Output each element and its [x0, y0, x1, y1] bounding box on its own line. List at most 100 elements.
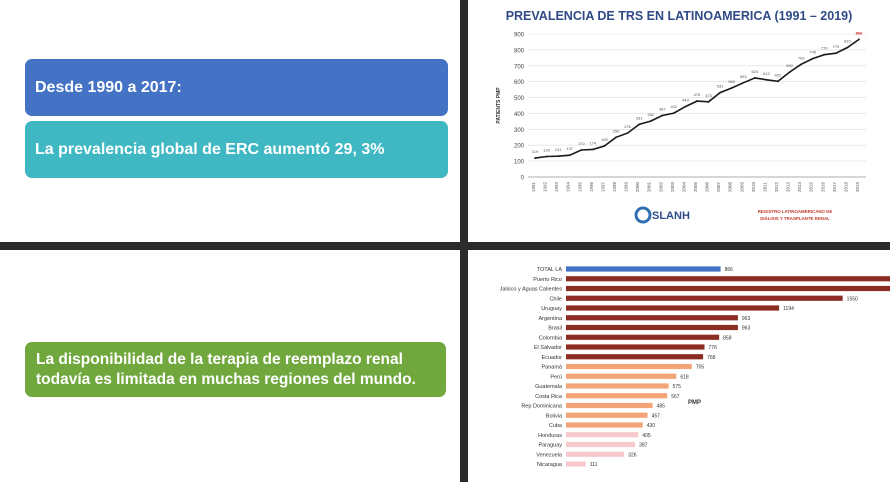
data-point	[557, 155, 560, 158]
data-label: 560	[728, 79, 735, 84]
data-point	[858, 38, 860, 41]
x-tick-label: 2018	[843, 182, 848, 193]
x-axis-label: PMP	[688, 400, 701, 406]
data-point	[580, 149, 583, 151]
bar-category-label: Paraguay	[538, 443, 562, 449]
bar-category-label: Costa Rica	[535, 394, 563, 400]
data-point	[661, 114, 664, 117]
data-point	[626, 132, 629, 135]
data-point	[603, 145, 606, 147]
x-tick-label: 1996	[589, 182, 594, 193]
x-tick-label: 1993	[554, 182, 559, 193]
data-point	[788, 71, 791, 74]
bar	[566, 334, 720, 340]
data-point	[707, 100, 710, 103]
data-label: 815	[844, 39, 851, 44]
x-tick-label: 2014	[797, 182, 802, 193]
data-point	[672, 112, 675, 115]
bar-value-label: 387	[639, 443, 648, 449]
data-point	[684, 105, 687, 108]
bar-category-label: Venezuela	[536, 452, 563, 458]
bar-category-label: Cuba	[549, 423, 563, 429]
bar-category-label: Ecuador	[542, 355, 563, 361]
data-label: 250	[613, 128, 620, 133]
data-label: 443	[682, 98, 689, 103]
bar-category-label: Perú	[550, 374, 562, 380]
bar-category-label: Brasil	[548, 326, 562, 332]
bar	[566, 285, 890, 292]
x-tick-label: 2017	[832, 182, 837, 193]
x-tick-label: 2005	[693, 182, 698, 193]
bar	[566, 363, 692, 370]
bar	[566, 461, 586, 467]
y-tick-label: 800	[514, 48, 525, 54]
data-label: 745	[809, 50, 816, 55]
x-tick-label: 2008	[728, 182, 733, 193]
bar-category-label: El Salvador	[534, 345, 562, 351]
x-tick-label: 1991	[531, 182, 536, 193]
availability-box: La disponibilidad de la terapia de reemp…	[25, 342, 446, 397]
x-tick-label: 2010	[751, 182, 756, 193]
y-tick-label: 900	[514, 33, 525, 39]
vertical-divider	[460, 0, 468, 482]
registry-line-1: REGISTRO LATINOAMERICANO DE	[758, 209, 833, 214]
data-label: 131	[555, 147, 562, 152]
data-label: 770	[821, 46, 828, 51]
bar-value-label: 457	[652, 413, 661, 419]
bar	[566, 412, 648, 418]
data-label: 531	[717, 84, 724, 89]
bar-value-label: 618	[680, 374, 689, 380]
chart-title: PREVALENCIA DE TRS EN LATINOAMERICA (199…	[506, 9, 853, 23]
data-label: 866	[856, 30, 863, 35]
data-label: 478	[694, 92, 701, 97]
line-chart: PREVALENCIA DE TRS EN LATINOAMERICA (199…	[496, 9, 866, 224]
bar	[566, 324, 738, 331]
bar-category-label: Puerto Rico	[533, 277, 562, 283]
registry-line-2: DIÁLISIS Y TRASPLANTE RENAL	[760, 216, 830, 221]
top-right-panel: PREVALENCIA DE TRS EN LATINOAMERICA (199…	[468, 0, 890, 242]
x-tick-label: 2019	[855, 182, 860, 193]
x-tick-label: 2007	[716, 182, 721, 193]
data-label: 624	[752, 69, 759, 74]
bar-category-label: Jalisco y Aguas Calientes	[500, 287, 563, 293]
slanh-logo-icon	[634, 206, 652, 224]
data-point	[615, 136, 617, 139]
data-point	[846, 46, 849, 49]
y-tick-label: 200	[514, 144, 525, 150]
x-tick-label: 1999	[624, 182, 629, 193]
data-label: 660	[786, 63, 793, 68]
bar-value-label: 111	[590, 462, 598, 468]
data-label: 602	[775, 72, 782, 77]
data-label: 779	[833, 44, 840, 49]
data-label: 387	[659, 107, 666, 112]
bar	[566, 432, 639, 438]
x-tick-label: 2009	[739, 182, 744, 193]
data-point	[534, 157, 536, 159]
data-label: 276	[624, 124, 631, 129]
bar-value-label: 768	[707, 355, 716, 361]
x-tick-label: 2011	[762, 182, 767, 192]
bar-value-label: 485	[657, 404, 666, 410]
bar	[566, 441, 636, 448]
data-point	[696, 100, 698, 102]
bar	[566, 393, 668, 399]
slanh-logo-text: SLANH	[652, 210, 690, 222]
bar-category-label: Panamá	[542, 365, 563, 371]
bar-category-label: TOTAL LA	[537, 267, 563, 273]
bar-category-label: Uruguay	[541, 306, 562, 312]
data-point	[638, 123, 641, 126]
y-tick-label: 700	[514, 64, 525, 70]
x-tick-label: 2001	[647, 182, 652, 193]
bar	[566, 422, 643, 428]
data-point	[823, 53, 826, 56]
data-label: 473	[705, 93, 712, 98]
bar-value-label: 430	[647, 423, 656, 429]
x-tick-label: 2002	[658, 182, 663, 193]
bar	[566, 266, 721, 272]
bottom-left-panel: La disponibilidad de la terapia de reemp…	[0, 250, 460, 482]
data-point	[753, 76, 756, 79]
data-point	[719, 91, 722, 94]
x-tick-label: 1995	[577, 182, 582, 193]
